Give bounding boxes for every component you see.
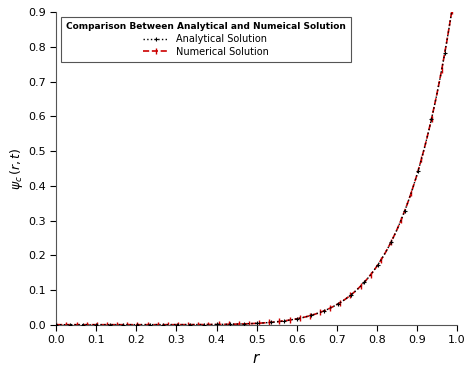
Numerical Solution (231, 322, 237, 327)
Legend: Analytical Solution, Numerical Solution: Analytical Solution, Numerical Solution (61, 17, 351, 62)
Analytical Solution (299, 316, 304, 320)
Analytical Solution (54, 322, 59, 327)
Numerical Solution (54, 322, 59, 327)
Numerical Solution (409, 191, 414, 195)
X-axis label: $r$: $r$ (252, 351, 261, 366)
Numerical Solution (292, 317, 298, 322)
Line: Numerical Solution: Numerical Solution (54, 0, 460, 328)
Numerical Solution (297, 316, 302, 321)
Numerical Solution (327, 306, 333, 310)
Analytical Solution (292, 317, 298, 322)
Numerical Solution (312, 312, 318, 316)
Analytical Solution (417, 165, 422, 169)
Analytical Solution (55, 322, 61, 327)
Analytical Solution (291, 317, 296, 322)
Analytical Solution (391, 234, 397, 239)
Y-axis label: $\psi_c\,(r,t)$: $\psi_c\,(r,t)$ (9, 147, 25, 190)
Line: Analytical Solution: Analytical Solution (54, 0, 459, 327)
